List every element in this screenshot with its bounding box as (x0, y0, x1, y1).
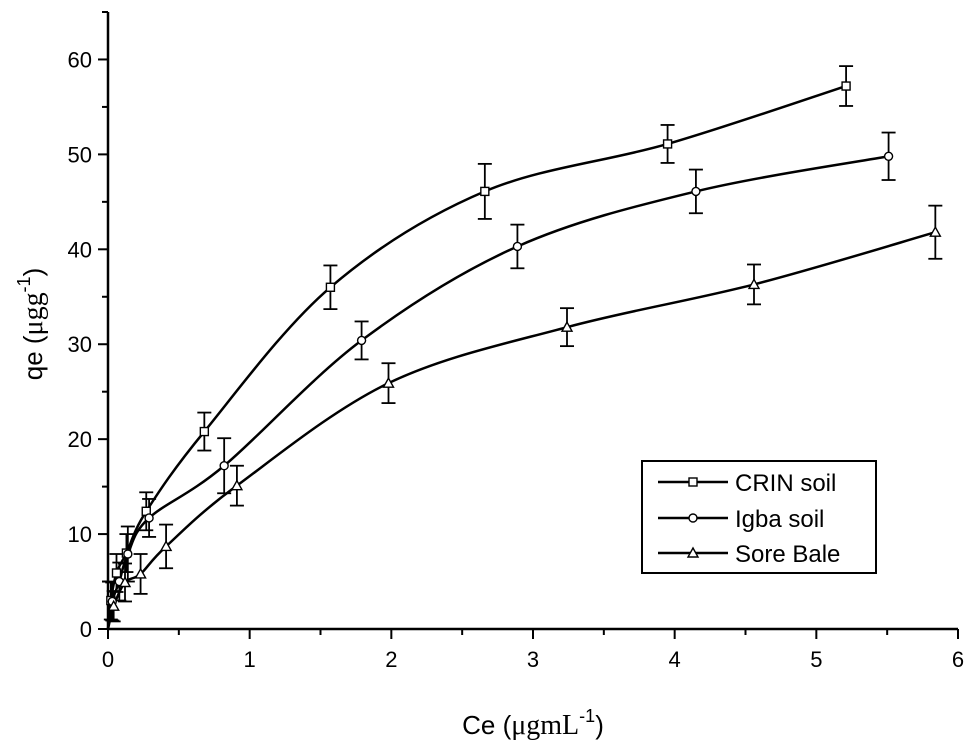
data-point-triangle (747, 277, 761, 290)
data-point-square (480, 186, 490, 197)
data-point-square (111, 568, 122, 578)
data-point-circle (144, 513, 154, 523)
data-markers (106, 81, 942, 611)
x-axis-title-sup: -1 (579, 706, 595, 726)
x-axis-title: Ce (μgmL-1) (462, 706, 604, 741)
legend-label: Igba soil (735, 506, 824, 533)
x-axis-title-close: ) (595, 710, 604, 740)
x-tick-label: 6 (952, 647, 964, 672)
y-tick-label: 50 (68, 142, 92, 167)
y-axis-title-close: ) (18, 268, 48, 277)
data-point-square (325, 282, 336, 292)
x-tick-label: 5 (810, 647, 822, 672)
data-point-triangle (382, 376, 395, 388)
data-point-circle (883, 151, 894, 161)
data-point-circle (512, 241, 523, 252)
y-tick-label: 30 (68, 332, 92, 357)
y-tick-label: 60 (68, 47, 92, 72)
x-tick-label: 0 (102, 647, 114, 672)
x-tick-label: 2 (385, 647, 397, 672)
x-axis-title-unit: μgmL (511, 710, 579, 741)
data-point-square (199, 426, 210, 437)
legend-marker-square (688, 477, 698, 487)
y-tick-label: 0 (80, 617, 92, 642)
legend-marker-triangle (686, 546, 700, 558)
data-point-circle (219, 461, 229, 471)
x-tick-label: 1 (244, 647, 256, 672)
data-point-circle (356, 335, 367, 346)
x-axis-title-main: Ce ( (462, 710, 511, 740)
data-point-triangle (159, 539, 173, 552)
data-point-circle (123, 549, 133, 559)
legend-marker-circle (688, 513, 698, 523)
y-axis-title-sup: -1 (14, 276, 34, 292)
y-tick-label: 10 (68, 522, 92, 547)
y-tick-label: 40 (68, 237, 92, 262)
y-axis-title-unit: μgg (18, 292, 49, 335)
data-point-circle (691, 186, 701, 197)
data-point-square (662, 139, 673, 149)
y-tick-label: 20 (68, 427, 92, 452)
y-axis-title: qe (μgg-1) (14, 268, 49, 381)
data-point-triangle (560, 320, 574, 332)
data-point-triangle (134, 567, 147, 579)
legend-label: Sore Bale (735, 541, 840, 568)
data-point-square (841, 81, 851, 91)
y-axis-title-main: qe ( (18, 335, 48, 380)
x-tick-label: 4 (669, 647, 681, 672)
data-point-triangle (118, 576, 132, 588)
data-point-triangle (107, 599, 120, 611)
data-point-triangle (929, 225, 942, 237)
legend: CRIN soil Igba soil Sore Bale (641, 460, 877, 574)
x-tick-label: 3 (527, 647, 539, 672)
legend-label: CRIN soil (735, 470, 836, 497)
data-point-triangle (230, 479, 244, 491)
